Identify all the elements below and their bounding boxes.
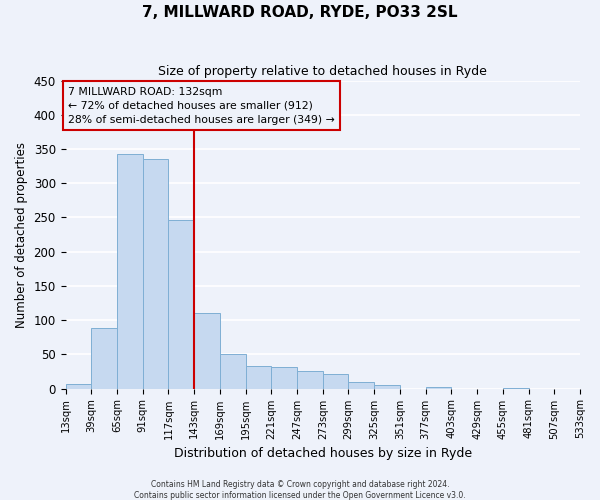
Bar: [220, 354, 245, 388]
Bar: [117, 154, 143, 388]
Bar: [169, 220, 194, 388]
Bar: [271, 366, 297, 388]
Bar: [349, 382, 374, 388]
Bar: [323, 374, 349, 388]
Bar: [297, 372, 323, 388]
Bar: [374, 385, 400, 388]
Bar: [91, 328, 117, 388]
X-axis label: Distribution of detached houses by size in Ryde: Distribution of detached houses by size …: [174, 447, 472, 460]
Bar: [194, 314, 220, 388]
Y-axis label: Number of detached properties: Number of detached properties: [15, 142, 28, 328]
Text: Contains HM Land Registry data © Crown copyright and database right 2024.
Contai: Contains HM Land Registry data © Crown c…: [134, 480, 466, 500]
Text: 7, MILLWARD ROAD, RYDE, PO33 2SL: 7, MILLWARD ROAD, RYDE, PO33 2SL: [142, 5, 458, 20]
Text: 7 MILLWARD ROAD: 132sqm
← 72% of detached houses are smaller (912)
28% of semi-d: 7 MILLWARD ROAD: 132sqm ← 72% of detache…: [68, 86, 335, 124]
Bar: [143, 158, 169, 388]
Bar: [425, 387, 451, 388]
Bar: [245, 366, 271, 388]
Bar: [65, 384, 91, 388]
Title: Size of property relative to detached houses in Ryde: Size of property relative to detached ho…: [158, 65, 487, 78]
